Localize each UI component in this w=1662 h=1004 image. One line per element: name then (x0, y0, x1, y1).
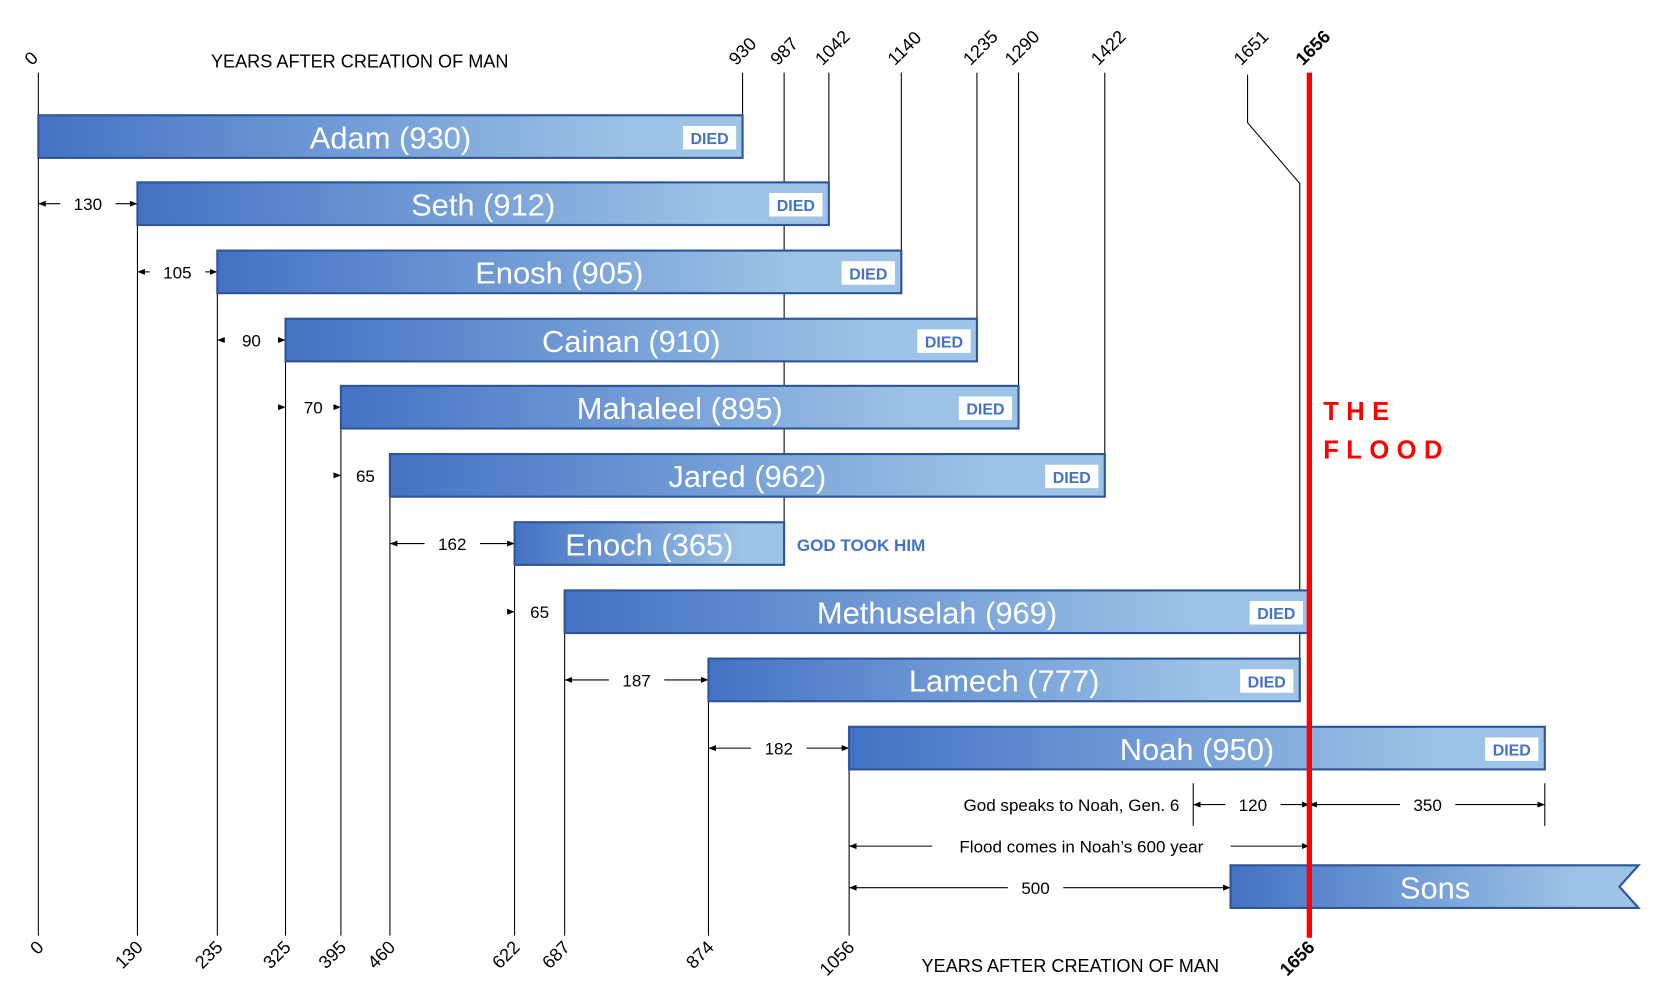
died-box-enosh (841, 261, 895, 285)
gap-arrow-noah-label: 182 (765, 739, 793, 758)
flood-label-line2: FLOOD (1323, 436, 1450, 464)
bar-enoch (513, 521, 786, 566)
end-tag-enoch: GOD TOOK HIM (797, 536, 925, 555)
flood-600-label: Flood comes in Noah’s 600 year (959, 838, 1203, 857)
top-tick-1651: 1651 (1230, 26, 1273, 69)
died-label-jared: DIED (1053, 470, 1091, 487)
top-tick-1656: 1656 (1292, 26, 1335, 69)
bar-sons (1229, 864, 1641, 909)
bar-label-cainan: Cainan (910) (542, 324, 721, 359)
gap-arrow-sons-label: 500 (1021, 879, 1049, 898)
span-350-arrow-label: 350 (1413, 796, 1441, 815)
gap-arrow-enosh-label: 105 (163, 263, 191, 282)
gap-arrow-lamech-label: 187 (622, 671, 650, 690)
bottom-tick-460: 460 (364, 937, 400, 973)
died-box-noah (1485, 737, 1539, 761)
top-tick-1290: 1290 (1001, 26, 1044, 69)
bottom-tick-395: 395 (315, 937, 351, 973)
died-label-seth: DIED (777, 198, 815, 215)
bar-noah (848, 725, 1546, 771)
died-box-jared (1045, 464, 1099, 489)
bottom-tick-1656: 1656 (1276, 937, 1319, 980)
died-label-mahaleel: DIED (966, 402, 1004, 419)
bottom-tick-325: 325 (259, 937, 295, 973)
died-box-cainan (917, 329, 971, 353)
god-speaks-note: God speaks to Noah, Gen. 6 (964, 796, 1180, 815)
died-box-adam (682, 125, 737, 150)
died-label-methuselah: DIED (1257, 606, 1295, 623)
gap-arrow-cainan-label: 90 (242, 331, 261, 350)
bar-label-adam: Adam (930) (310, 120, 471, 155)
bar-jared (388, 452, 1106, 498)
bar-label-seth: Seth (912) (411, 187, 555, 222)
bar-label-sons: Sons (1400, 870, 1470, 905)
top-axis-title: YEARS AFTER CREATION OF MAN (211, 51, 509, 71)
bar-label-enoch: Enoch (365) (565, 527, 733, 562)
died-label-adam: DIED (690, 131, 728, 148)
bar-label-methuselah: Methuselah (969) (817, 595, 1057, 630)
bar-adam (37, 114, 744, 159)
gap-arrow-seth-label: 130 (74, 195, 102, 214)
top-tick-1140: 1140 (884, 27, 926, 69)
top-tick-930: 930 (725, 34, 761, 70)
bar-seth (136, 181, 830, 227)
gap-arrow-mahaleel-label: 70 (304, 399, 323, 418)
top-tick-1042: 1042 (811, 26, 854, 69)
bottom-tick-130: 130 (111, 937, 147, 973)
top-tick-1422: 1422 (1087, 26, 1130, 69)
bar-label-lamech: Lamech (777) (909, 664, 1100, 699)
bar-enosh (216, 249, 903, 295)
died-label-noah: DIED (1493, 743, 1531, 760)
bottom-tick-622: 622 (488, 937, 524, 973)
bar-lamech (707, 657, 1301, 703)
bar-label-enosh: Enosh (905) (475, 256, 643, 291)
gap-arrow-jared-label: 65 (356, 467, 375, 486)
died-box-methuselah (1249, 601, 1303, 625)
died-box-seth (769, 193, 823, 217)
gap-arrow-methuselah-label: 65 (530, 603, 549, 622)
bottom-tick-235: 235 (191, 937, 227, 973)
flood-label-line1: THE (1323, 398, 1396, 426)
bar-cainan (284, 317, 979, 363)
top-tick-987: 987 (766, 34, 802, 70)
bottom-tick-1056: 1056 (816, 937, 859, 980)
died-label-lamech: DIED (1248, 674, 1286, 691)
bar-label-mahaleel: Mahaleel (895) (577, 391, 783, 426)
bar-mahaleel (339, 384, 1020, 430)
bottom-axis-title: YEARS AFTER CREATION OF MAN (922, 956, 1219, 976)
end-line-lamech (1247, 74, 1301, 659)
died-label-enosh: DIED (849, 266, 887, 283)
died-box-mahaleel (958, 396, 1013, 420)
bottom-tick-687: 687 (538, 937, 574, 973)
died-box-lamech (1240, 669, 1294, 693)
top-tick-1235: 1235 (959, 26, 1002, 69)
top-tick-0: 0 (21, 48, 42, 69)
span-120-arrow-label: 120 (1239, 796, 1267, 815)
bar-label-noah: Noah (950) (1120, 732, 1274, 767)
gap-arrow-enoch-label: 162 (438, 535, 466, 554)
bar-label-jared: Jared (962) (668, 459, 826, 494)
died-label-cainan: DIED (925, 335, 963, 352)
bottom-tick-0: 0 (26, 937, 47, 958)
bottom-tick-874: 874 (682, 937, 718, 973)
